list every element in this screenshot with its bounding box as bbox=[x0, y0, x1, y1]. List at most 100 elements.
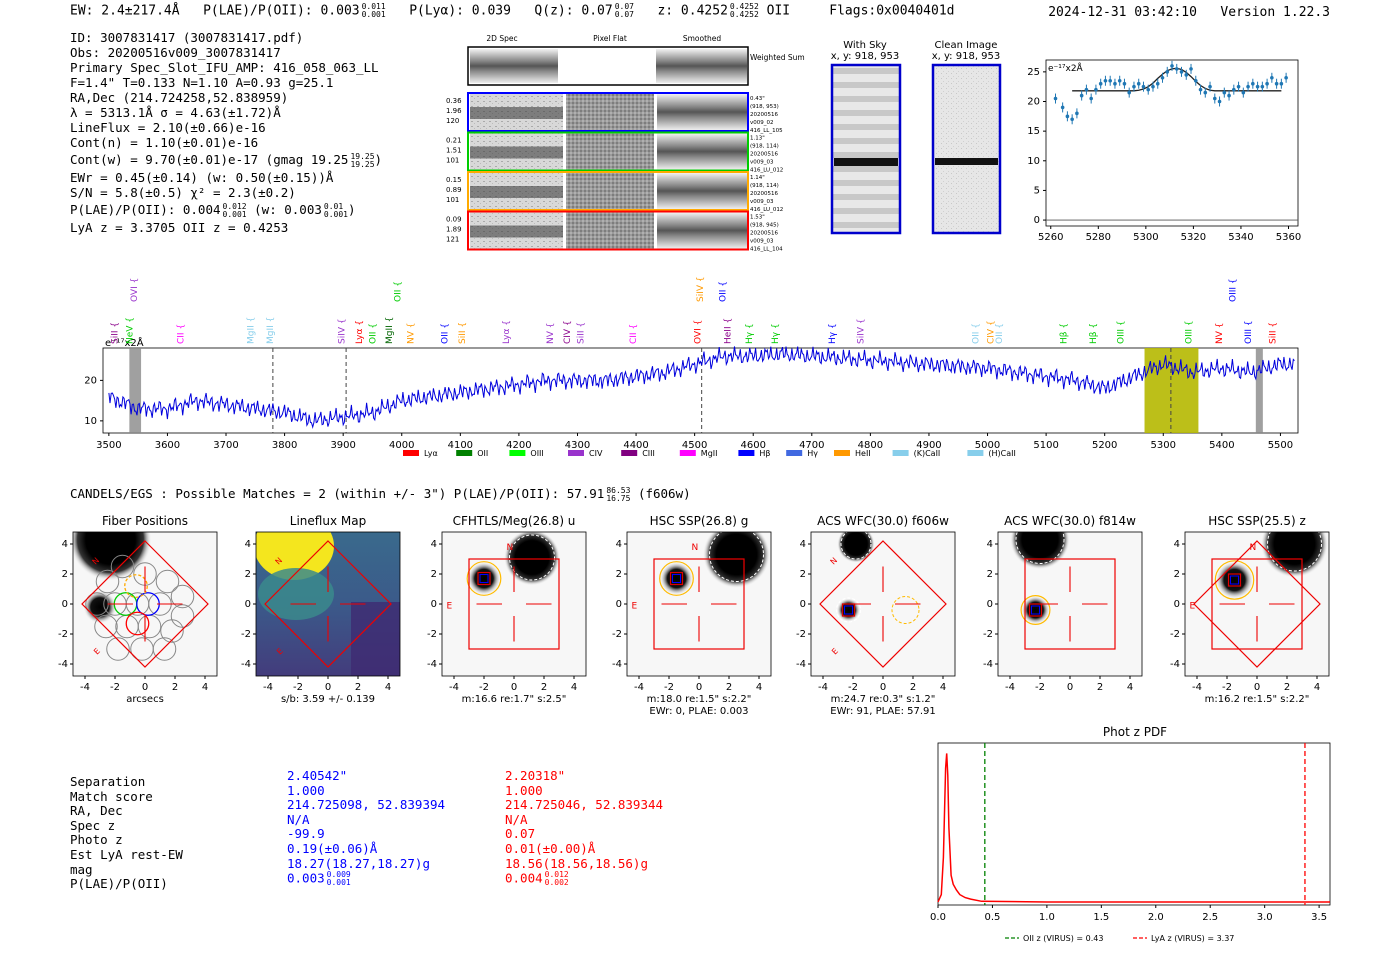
match-marker-blue bbox=[479, 574, 489, 583]
spectrum-xtick-label: 4100 bbox=[448, 440, 473, 451]
ifu-footprint bbox=[468, 558, 560, 650]
thumb-ytick-label: -2 bbox=[241, 629, 251, 640]
full-spectrum: e⁻¹⁷x2Å 3500 3600 3700 3800 3900 4000 4100 4200… bbox=[60, 272, 1320, 462]
legend-label: OII bbox=[477, 449, 488, 458]
match-value: 2.20318" bbox=[505, 768, 566, 783]
spectrum-line bbox=[108, 346, 1295, 430]
bright-star bbox=[837, 532, 875, 563]
lineflux-low-region bbox=[351, 602, 400, 676]
pdf-legend-label: LyA z (VIRUS) = 3.37 bbox=[1151, 934, 1234, 943]
cont-w-text: Cont(w) = 9.70(±0.01)e-17 (gmag 19.25 bbox=[70, 152, 349, 167]
zoom-data-point bbox=[1227, 93, 1231, 98]
cutout-smoothed bbox=[657, 212, 747, 249]
cutout-left-label: 120 bbox=[446, 117, 459, 125]
spectrum-xtick-label: 5300 bbox=[1151, 440, 1176, 451]
legend-label: Hβ bbox=[759, 449, 770, 458]
match-value: 1.000 bbox=[287, 782, 325, 798]
zoom-data-point bbox=[1241, 90, 1246, 95]
cutout-col-smoothed: Smoothed bbox=[683, 34, 722, 43]
cutout-smoothed bbox=[657, 133, 747, 170]
z-lo: 0.4252 bbox=[729, 10, 759, 19]
cutout-row: 0.36 1.96 120 0.43" (918, 953) 20200516 v009_0… bbox=[446, 92, 783, 134]
legend-swatch bbox=[403, 450, 419, 456]
thumb-ytick-label: 2 bbox=[800, 569, 806, 580]
zoom-xtick-label: 5340 bbox=[1228, 232, 1253, 240]
legend-swatch bbox=[892, 450, 909, 456]
thumb-xtick-label: -4 bbox=[818, 682, 828, 693]
spectrum-xtick-label: 5400 bbox=[1209, 440, 1234, 451]
zoom-data-point bbox=[1053, 96, 1058, 101]
spectral-line-label: OVI { bbox=[694, 320, 704, 344]
thumb-ytick-label: -4 bbox=[58, 659, 68, 670]
cutout-pixelflat bbox=[566, 94, 654, 130]
zoom-data-point bbox=[1179, 70, 1184, 74]
bright-star bbox=[702, 532, 771, 589]
zoom-data-point bbox=[1089, 96, 1093, 101]
plae-info-lo: 0.001 bbox=[222, 209, 247, 219]
fiber-orange bbox=[124, 574, 148, 598]
spectrum-ytick-label: 20 bbox=[84, 375, 97, 386]
spectral-line-label: NV { bbox=[546, 323, 556, 344]
match-value: 2.40542" bbox=[287, 768, 348, 783]
zoom-data-point bbox=[1222, 90, 1227, 95]
sky-panel: With Sky x, y: 918, 953 Clean Image x, y… bbox=[820, 36, 1010, 241]
spectral-line-label: SiII { bbox=[576, 322, 586, 344]
zoom-data-point bbox=[1113, 81, 1117, 86]
galaxy-aperture bbox=[659, 561, 694, 596]
pdf-xtick-label: 3.0 bbox=[1257, 912, 1273, 923]
north-label: N bbox=[507, 543, 514, 553]
fiber-circle bbox=[160, 619, 184, 643]
spectrum-xtick-label: 5200 bbox=[1092, 440, 1117, 451]
legend-label: OIII bbox=[530, 449, 543, 458]
cutout-right-label: v009_03 bbox=[750, 239, 774, 245]
thumbnail-caption-2: EWr: 91, PLAE: 57.91 bbox=[830, 706, 936, 717]
match-marker-blue bbox=[1230, 575, 1239, 585]
thumb-xtick-label: 2 bbox=[172, 682, 178, 693]
thumb-ytick-label: 0 bbox=[616, 599, 622, 610]
zoom-data-point bbox=[1151, 84, 1155, 89]
cutout-right-label: v009_03 bbox=[750, 160, 774, 166]
cutout-left-label: 101 bbox=[446, 196, 459, 204]
qz-value: Q(z): 0.07 bbox=[534, 3, 613, 19]
sn-chi2: S/N = 5.8(±0.5) χ² = 2.3(±0.2) bbox=[70, 185, 296, 200]
cutout-pixelflat bbox=[566, 173, 654, 209]
lineflux-bright-region bbox=[256, 532, 334, 580]
spectrum-xtick-label: 4000 bbox=[389, 440, 414, 451]
cutout-row: 0.21 1.51 101 1.13" (918, 114) 20200516 v009_0… bbox=[446, 131, 783, 174]
cutout-2dspec-trace bbox=[470, 107, 563, 119]
spectral-line-label: CIV { bbox=[986, 320, 996, 344]
zoom-data-point bbox=[1208, 84, 1212, 89]
thumbnail-caption: m:18.0 re:1.5" s:2.2" bbox=[647, 694, 752, 705]
zoom-xtick-label: 5280 bbox=[1086, 232, 1111, 240]
spectrum-xtick-label: 3600 bbox=[155, 440, 180, 451]
lambda-sigma: λ = 5313.1Å σ = 4.63(±1.72)Å bbox=[70, 105, 281, 120]
candidate-aperture bbox=[891, 596, 920, 624]
thumbnail-title: ACS WFC(30.0) f814w bbox=[1004, 514, 1136, 528]
with-sky-trace bbox=[834, 158, 898, 166]
zoom-plot-svg: e⁻¹⁷x2Å 5260 5280 5300 5320 5340 5360 0 5 10 15 20… bbox=[1027, 59, 1301, 243]
legend-swatch bbox=[786, 450, 803, 456]
cont-w-hi: 19.25 bbox=[350, 151, 375, 161]
match-plae-range: 0.012 0.002 bbox=[544, 870, 569, 888]
cutout-2dspec-trace bbox=[470, 225, 563, 238]
east-label: E bbox=[1190, 602, 1196, 612]
photz-pdf-svg: Phot z PDF 0.0 0.5 1.0 1.5 2.0 2.5 3.0 3.5 OII z… bbox=[930, 725, 1331, 943]
zoom-xtick-label: 5260 bbox=[1038, 232, 1063, 240]
ifu-footprint bbox=[1024, 558, 1116, 650]
spectral-line-label: Lyα { bbox=[502, 320, 512, 344]
fiber-circle bbox=[152, 637, 177, 661]
zoom-xtick-label: 5360 bbox=[1276, 232, 1301, 240]
thumb-xtick-label: 4 bbox=[571, 682, 577, 693]
match-value: 0.07 bbox=[505, 826, 536, 842]
thumbnail-caption: m:16.6 re:1.7" s:2.5" bbox=[462, 694, 567, 705]
spectral-line-label: Lyα { bbox=[355, 320, 365, 344]
star-aperture bbox=[840, 532, 872, 560]
cutout-row-border bbox=[467, 210, 749, 251]
spectrum-xtick-label: 4200 bbox=[506, 440, 531, 451]
galaxy-aperture bbox=[835, 597, 862, 623]
thumbnail-background bbox=[811, 532, 955, 676]
galaxy bbox=[467, 561, 501, 596]
north-label: N bbox=[274, 556, 285, 567]
thumb-ytick-label: 4 bbox=[431, 539, 437, 550]
